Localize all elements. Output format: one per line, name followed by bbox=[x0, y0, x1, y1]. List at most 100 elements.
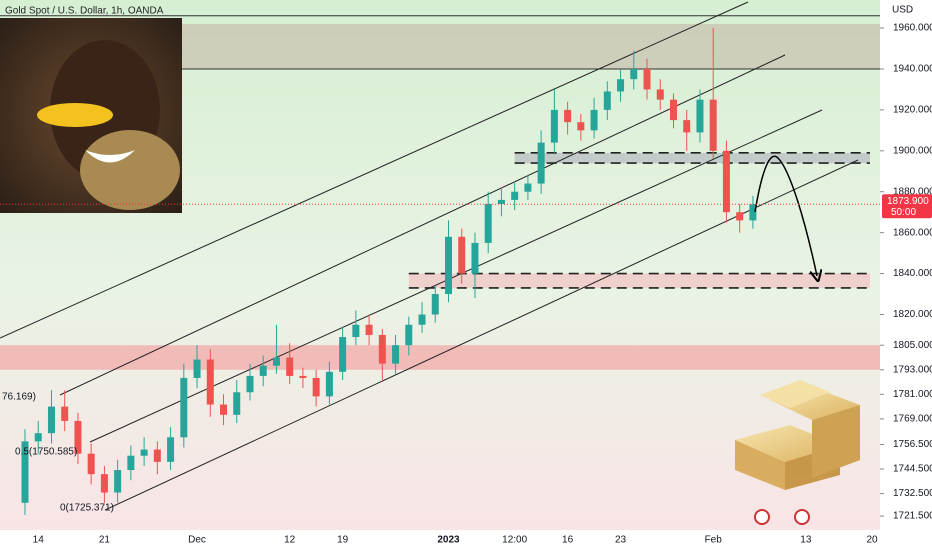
y-tick-label: 1721.500 bbox=[893, 511, 932, 522]
candle-body bbox=[153, 449, 161, 462]
candle-body bbox=[100, 474, 108, 493]
channel-line bbox=[0, 1, 749, 339]
x-tick-label: 23 bbox=[615, 535, 627, 546]
event-flags bbox=[754, 509, 810, 525]
last-price-box bbox=[882, 194, 932, 219]
time-axis bbox=[0, 530, 880, 550]
y-axis-label: USD bbox=[892, 5, 913, 16]
candle-body bbox=[696, 99, 704, 133]
candle-body bbox=[180, 377, 188, 438]
gold-bars-icon bbox=[735, 380, 860, 490]
candle-body bbox=[643, 68, 651, 90]
y-tick-label: 1805.000 bbox=[893, 340, 932, 351]
candle-body bbox=[617, 79, 625, 92]
candle-body bbox=[325, 371, 333, 397]
y-tick-label: 1900.000 bbox=[893, 145, 932, 156]
candle-body bbox=[272, 357, 280, 366]
candle-body bbox=[233, 392, 241, 415]
y-tick-label: 1940.000 bbox=[893, 64, 932, 75]
x-tick-label: 19 bbox=[337, 535, 349, 546]
candle-body bbox=[127, 455, 135, 471]
candle-body bbox=[669, 99, 677, 121]
candle-body bbox=[471, 242, 479, 274]
candle-body bbox=[114, 470, 122, 493]
countdown-label: 50:00 bbox=[891, 207, 916, 218]
candle-body bbox=[511, 191, 519, 200]
channel-line bbox=[59, 54, 786, 396]
y-tick-label: 1920.000 bbox=[893, 105, 932, 116]
candle-body bbox=[484, 204, 492, 243]
zone bbox=[514, 152, 870, 164]
x-tick-label: 12:00 bbox=[502, 535, 527, 546]
x-tick-label: Dec bbox=[188, 535, 206, 546]
candle-body bbox=[34, 433, 42, 442]
candle-body bbox=[524, 183, 532, 192]
candle-body bbox=[418, 314, 426, 325]
y-tick-label: 1793.000 bbox=[893, 364, 932, 375]
candle-body bbox=[220, 404, 228, 415]
candle-body bbox=[47, 406, 55, 434]
candle-body bbox=[405, 324, 413, 346]
y-tick-label: 1840.000 bbox=[893, 268, 932, 279]
last-price-label: 1873.900 bbox=[887, 196, 929, 207]
y-tick-label: 1756.500 bbox=[893, 439, 932, 450]
candle-body bbox=[709, 99, 717, 151]
candle-body bbox=[140, 449, 148, 456]
fib-label: 76.169) bbox=[2, 392, 36, 403]
candle-body bbox=[21, 441, 29, 503]
candle-body bbox=[286, 357, 294, 376]
webcam-overlay bbox=[0, 18, 182, 213]
candle-body bbox=[74, 420, 82, 454]
candle-body bbox=[445, 236, 452, 295]
y-tick-label: 1880.000 bbox=[893, 186, 932, 197]
candle-body bbox=[167, 437, 175, 462]
x-tick-label: 12 bbox=[284, 535, 296, 546]
candle-body bbox=[458, 236, 466, 274]
x-tick-label: Feb bbox=[705, 535, 723, 546]
projection-arrow bbox=[754, 155, 817, 276]
candle-body bbox=[206, 359, 214, 405]
candle-body bbox=[630, 68, 638, 80]
candle-body bbox=[564, 109, 572, 123]
candles bbox=[21, 28, 757, 516]
chart-title: Gold Spot / U.S. Dollar, 1h, OANDA bbox=[5, 6, 164, 17]
candle-body bbox=[61, 406, 69, 421]
y-tick-label: 1769.000 bbox=[893, 414, 932, 425]
y-tick-label: 1781.000 bbox=[893, 389, 932, 400]
x-tick-label: 2023 bbox=[437, 535, 460, 546]
candle-body bbox=[683, 120, 691, 133]
x-tick-label: 13 bbox=[800, 535, 812, 546]
candle-body bbox=[603, 91, 611, 110]
x-tick-label: 20 bbox=[866, 535, 878, 546]
candle-body bbox=[577, 122, 585, 131]
candle-body bbox=[537, 142, 545, 184]
zone bbox=[0, 345, 880, 370]
candle-body bbox=[722, 150, 730, 213]
candle-body bbox=[193, 359, 201, 378]
candle-body bbox=[246, 375, 254, 393]
candle-body bbox=[352, 324, 360, 338]
candle-body bbox=[392, 345, 400, 364]
y-tick-label: 1732.500 bbox=[893, 488, 932, 499]
x-tick-label: 16 bbox=[562, 535, 574, 546]
candle-body bbox=[749, 204, 757, 221]
candle-body bbox=[590, 109, 598, 131]
zone bbox=[408, 273, 870, 288]
candle-body bbox=[259, 365, 267, 376]
y-tick-label: 1744.500 bbox=[893, 464, 932, 475]
candle-body bbox=[365, 324, 373, 335]
channel-line bbox=[104, 159, 859, 511]
candle-body bbox=[431, 294, 439, 315]
candle-body bbox=[312, 377, 320, 397]
x-tick-label: 21 bbox=[99, 535, 111, 546]
candle-body bbox=[339, 337, 347, 372]
candle-body bbox=[550, 109, 558, 143]
x-tick-label: 14 bbox=[33, 535, 45, 546]
candle-body bbox=[299, 375, 307, 378]
candle-body bbox=[656, 89, 664, 100]
candle-body bbox=[497, 199, 505, 205]
candle-body bbox=[378, 334, 386, 364]
candle-body bbox=[736, 212, 744, 221]
